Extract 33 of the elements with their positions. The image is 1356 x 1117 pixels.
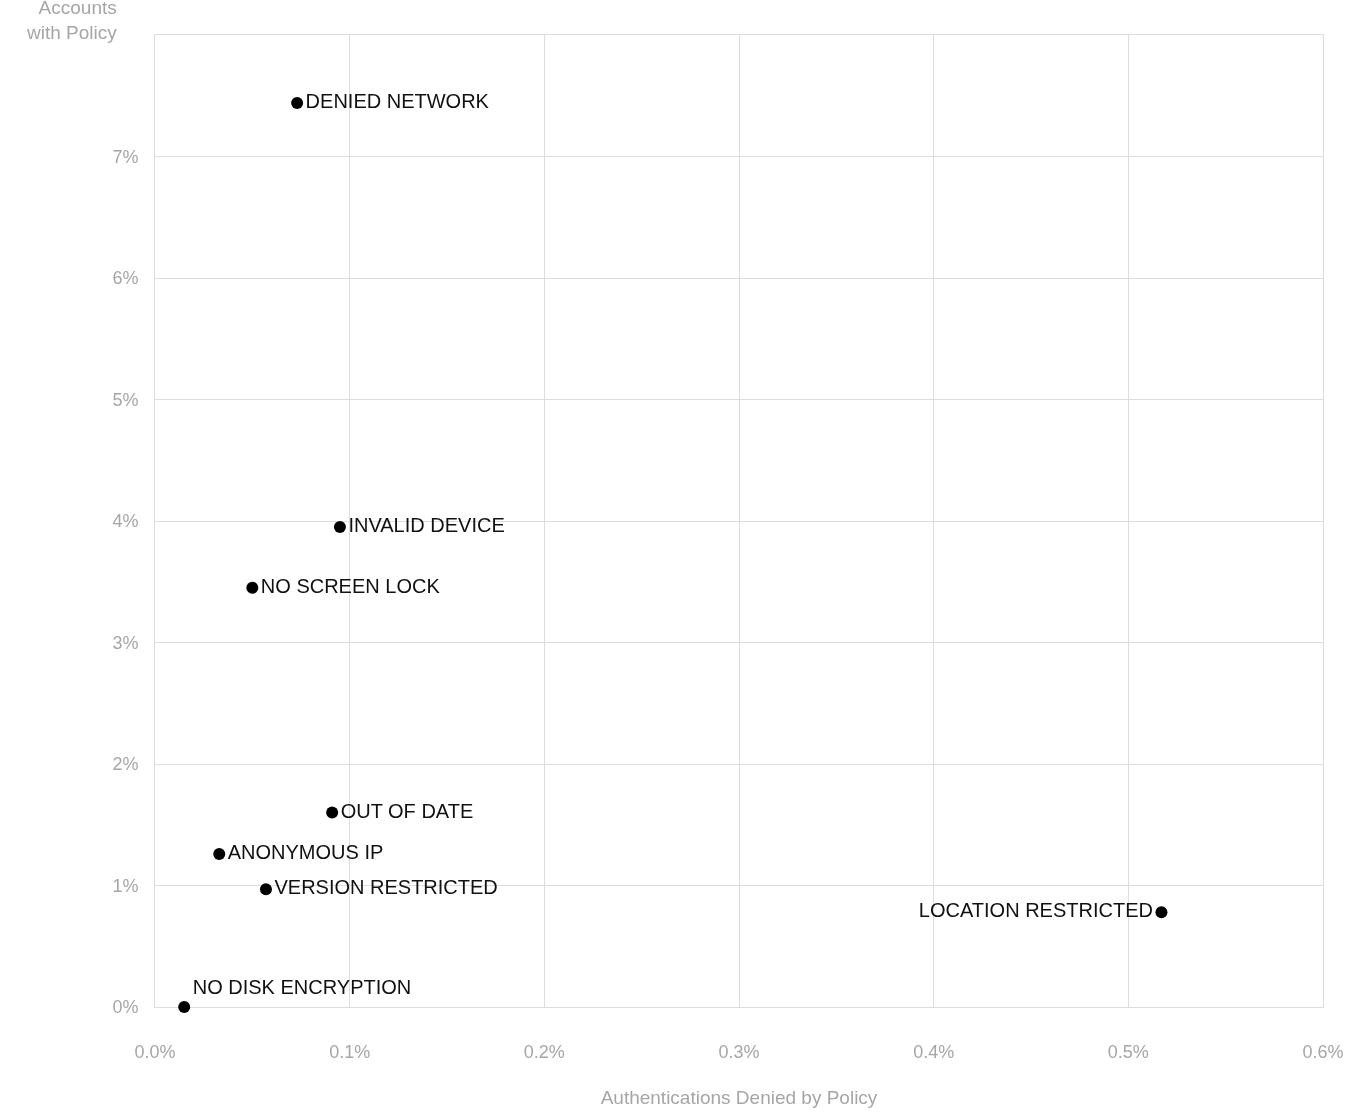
y-tick-label: 2% xyxy=(112,754,139,775)
y-axis-title: Accounts with Policy xyxy=(26,0,118,43)
point xyxy=(291,97,304,110)
y-tick-label: 0% xyxy=(112,997,139,1018)
y-tick-label: 1% xyxy=(112,875,139,896)
point xyxy=(326,806,339,819)
point xyxy=(246,581,259,594)
point xyxy=(213,847,226,860)
series-label: ANONYMOUS IP xyxy=(227,840,384,863)
y-tick-label: 6% xyxy=(112,268,139,289)
series-label: NO SCREEN LOCK xyxy=(260,574,441,597)
x-tick-label: 0.0% xyxy=(134,1041,176,1062)
series-label: LOCATION RESTRICTED xyxy=(918,899,1153,922)
point xyxy=(178,1001,191,1013)
series-label: VERSION RESTRICTED xyxy=(274,876,498,899)
series-label: INVALID DEVICE xyxy=(348,514,505,537)
y-tick-label: 3% xyxy=(112,632,139,653)
x-tick-label: 0.2% xyxy=(523,1041,565,1062)
series-label: OUT OF DATE xyxy=(340,799,474,822)
series-label: NO DISK ENCRYPTION xyxy=(192,975,412,998)
point xyxy=(333,521,346,534)
x-tick-label: 0.6% xyxy=(1302,1041,1344,1062)
x-tick-label: 0.1% xyxy=(329,1041,371,1062)
y-tick-label: 7% xyxy=(112,146,139,167)
x-tick-label: 0.4% xyxy=(913,1041,955,1062)
x-tick-label: 0.5% xyxy=(1107,1041,1149,1062)
x-axis-title: Authentications Denied by Policy xyxy=(600,1087,878,1109)
y-tick-label: 5% xyxy=(112,389,139,410)
x-tick-label: 0.3% xyxy=(718,1041,760,1062)
point xyxy=(1155,906,1168,919)
series-label: DENIED NETWORK xyxy=(305,90,490,113)
y-tick-label: 4% xyxy=(112,511,139,532)
point xyxy=(259,883,272,896)
